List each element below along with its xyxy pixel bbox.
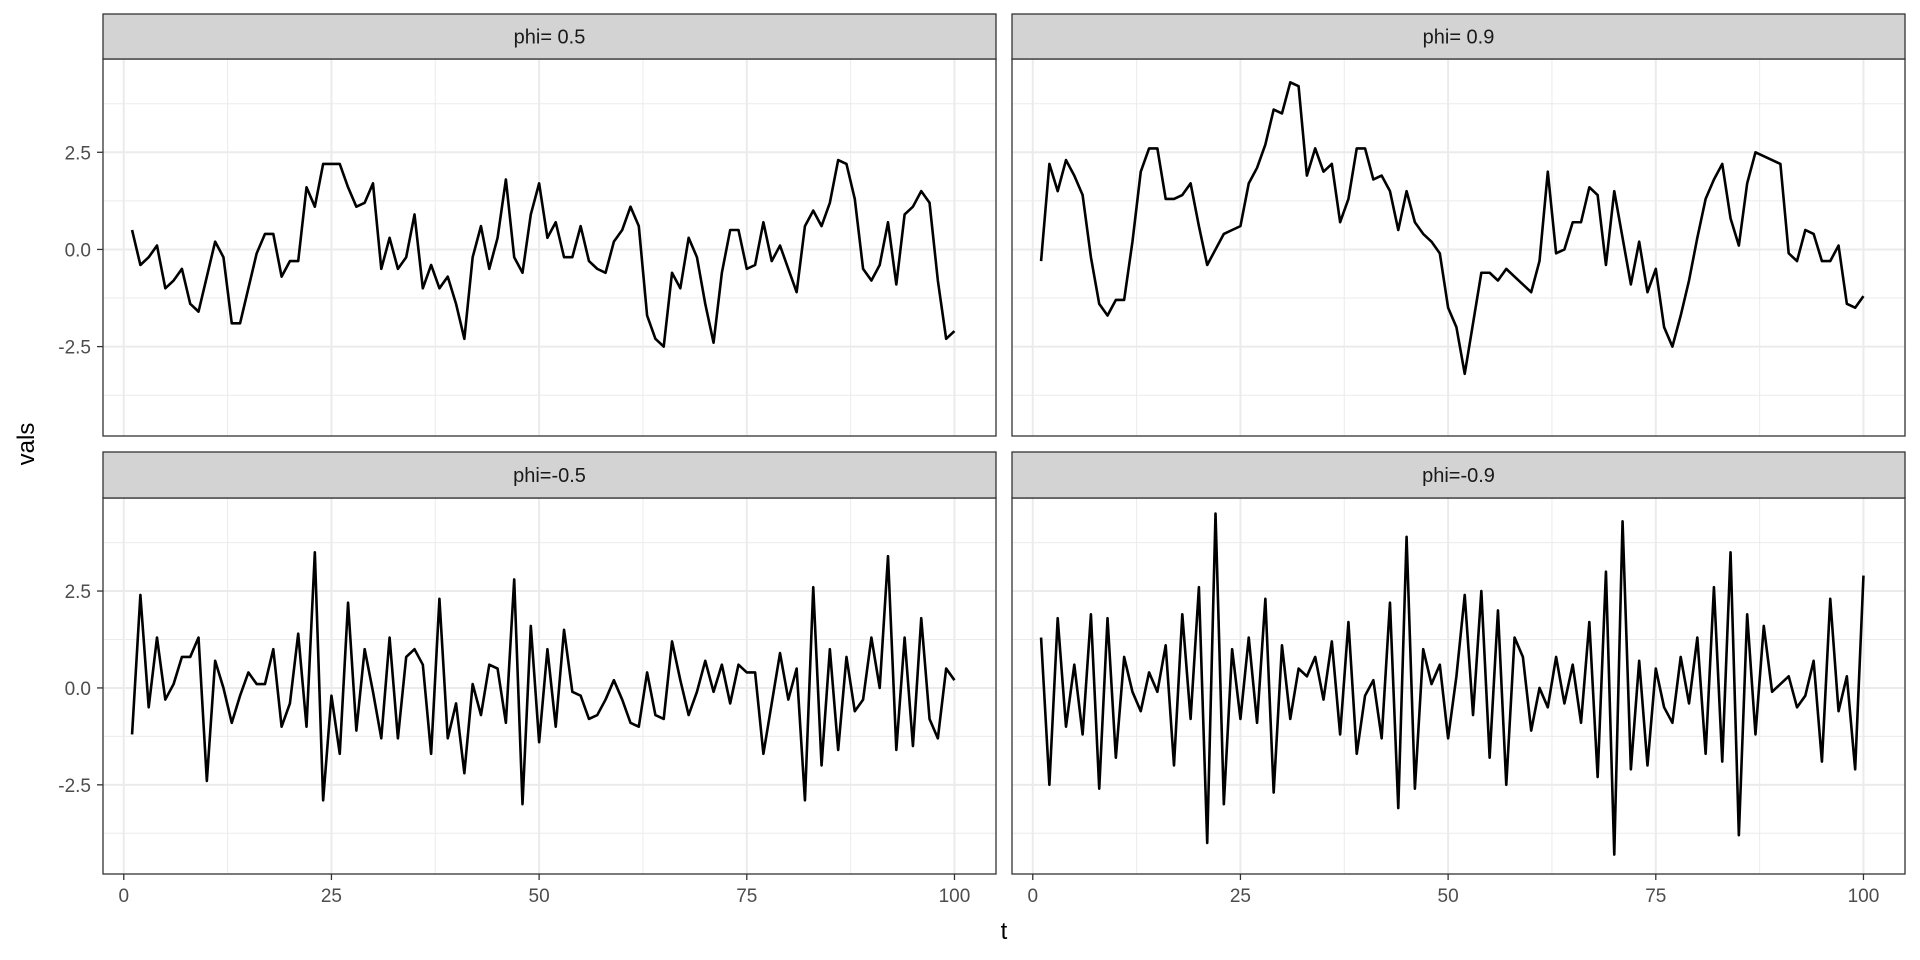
y-tick-label: -2.5 bbox=[58, 776, 91, 797]
x-axis-title: t bbox=[1001, 918, 1008, 945]
x-tick-label: 50 bbox=[529, 886, 550, 907]
facet-panel: phi= 0.5 -2.5 0.0 2.5 bbox=[58, 13, 997, 437]
y-tick-label: 0.0 bbox=[65, 240, 91, 261]
facet-strip-label: phi= 0.5 bbox=[514, 27, 586, 49]
facet-strip bbox=[102, 451, 997, 499]
facet-strip-label: phi=-0.5 bbox=[513, 465, 586, 487]
x-tick-label: 25 bbox=[1230, 886, 1251, 907]
y-tick-label: -2.5 bbox=[58, 338, 91, 359]
x-tick-label: 50 bbox=[1438, 886, 1459, 907]
panel-background bbox=[103, 498, 996, 874]
facet-panel: phi=-0.5 -2.5 0.0 2.5 0 25 50 75 100 bbox=[58, 451, 997, 907]
x-tick-label: 0 bbox=[118, 886, 129, 907]
x-tick-label: 75 bbox=[1645, 886, 1666, 907]
series-line bbox=[1039, 512, 1865, 856]
x-tick-label: 25 bbox=[321, 886, 342, 907]
series-line bbox=[130, 550, 956, 806]
x-tick-label: 0 bbox=[1027, 886, 1038, 907]
panel-background bbox=[103, 59, 996, 436]
series-line bbox=[130, 158, 956, 348]
x-tick-label: 100 bbox=[939, 886, 971, 907]
facet-strip bbox=[1011, 451, 1906, 499]
x-tick-label: 100 bbox=[1848, 886, 1880, 907]
series-line bbox=[1039, 81, 1865, 376]
x-tick-label: 75 bbox=[736, 886, 757, 907]
facet-strip bbox=[1011, 13, 1906, 60]
y-axis-title: vals bbox=[13, 423, 40, 466]
facet-strip-label: phi=-0.9 bbox=[1422, 465, 1495, 487]
y-tick-label: 2.5 bbox=[65, 143, 91, 164]
facet-strip bbox=[102, 13, 997, 60]
facet-panel: phi= 0.9 bbox=[1011, 13, 1906, 437]
facet-strip-label: phi= 0.9 bbox=[1423, 27, 1495, 49]
y-tick-label: 2.5 bbox=[65, 582, 91, 603]
panel-background bbox=[1012, 498, 1905, 874]
facet-panel: phi=-0.9 0 25 50 75 100 bbox=[1011, 451, 1906, 907]
y-tick-label: 0.0 bbox=[65, 679, 91, 700]
panel-background bbox=[1012, 59, 1905, 436]
